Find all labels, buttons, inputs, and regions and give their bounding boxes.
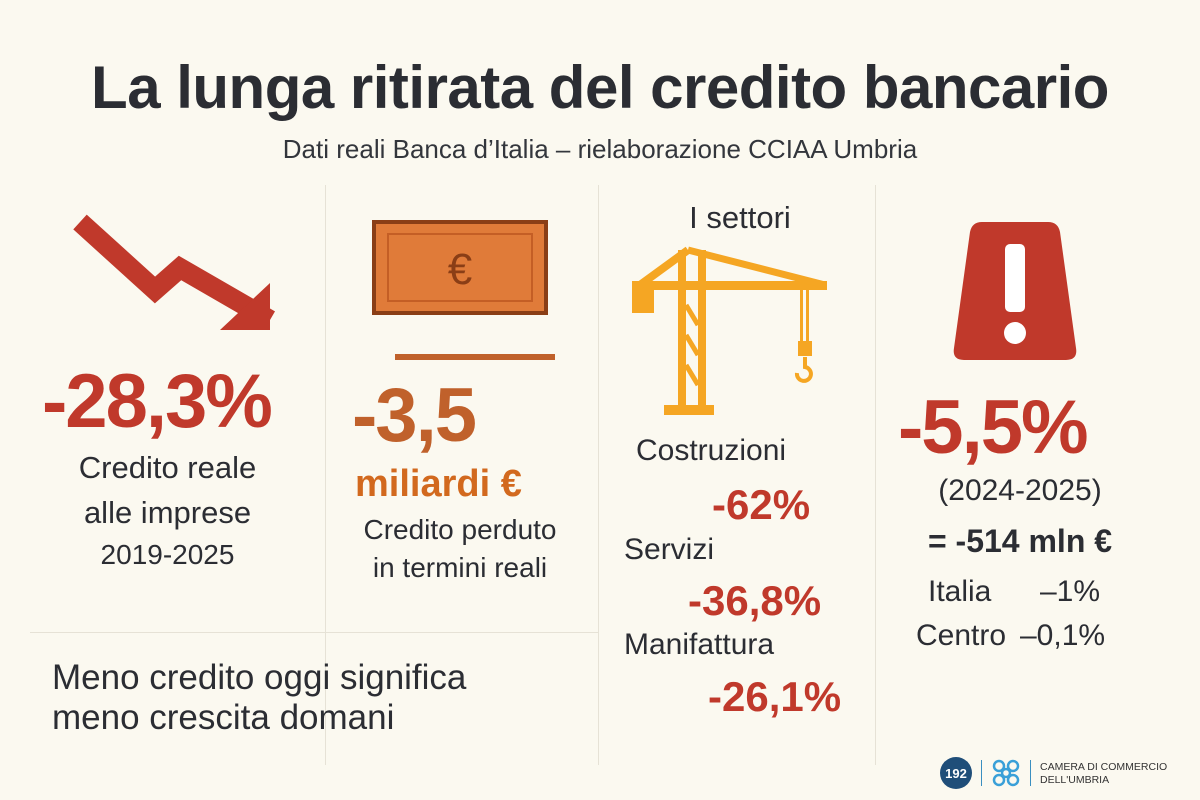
logo-divider xyxy=(981,760,982,786)
trend-down-arrow-icon xyxy=(73,214,276,330)
recent-amount: = -514 mln € xyxy=(927,523,1113,559)
credit-label-line2: alle imprese xyxy=(83,495,252,530)
svg-text:€: € xyxy=(448,245,472,294)
recent-period: (2024-2025) xyxy=(938,474,1102,507)
row-divider xyxy=(30,632,598,633)
sector-name-manufacturing: Manifattura xyxy=(624,628,775,661)
column-divider xyxy=(325,185,326,765)
credit-lost-line2: in termini reali xyxy=(372,552,548,583)
sectors-heading: I settori xyxy=(689,200,791,235)
conclusion-line2: meno crescita domani xyxy=(52,698,395,737)
logo-divider xyxy=(1030,760,1031,786)
page-subtitle: Dati reali Banca d’Italia – rielaborazio… xyxy=(282,134,918,164)
credit-label-line1: Credito reale xyxy=(78,450,257,485)
credit-decline-value: -28,3% xyxy=(42,359,273,444)
compare-value-italia: –1% xyxy=(1040,575,1101,608)
credit-lost-value: -3,5 xyxy=(352,373,477,458)
logo-text-line2: DELL'UMBRIA xyxy=(1040,774,1110,786)
compare-value-centro: –0,1% xyxy=(1020,619,1106,652)
credit-period: 2019-2025 xyxy=(100,539,235,570)
euro-banknote-icon: € xyxy=(372,220,548,315)
sector-name-services: Servizi xyxy=(624,533,715,566)
divider-bar xyxy=(395,354,555,360)
recent-decline-value: -5,5% xyxy=(898,385,1089,470)
logo-text-line1: CAMERA DI COMMERCIO xyxy=(1040,761,1168,773)
compare-label-italia: Italia xyxy=(928,575,992,608)
compare-label-centro: Centro xyxy=(916,619,1007,652)
column-divider xyxy=(875,185,876,765)
credit-lost-unit: miliardi € xyxy=(355,463,522,505)
sector-value-construction: -62% xyxy=(712,481,811,528)
sector-value-manufacturing: -26,1% xyxy=(708,673,842,720)
anniversary-badge: 192 xyxy=(940,757,972,789)
column-divider xyxy=(598,185,599,765)
sector-name-construction: Costruzioni xyxy=(636,434,787,467)
sector-value-services: -36,8% xyxy=(688,577,822,624)
credit-lost-line1: Credito perduto xyxy=(363,514,557,545)
page-title: La lunga ritirata del credito bancario xyxy=(91,54,1109,121)
chamber-of-commerce-logo-icon xyxy=(992,759,1020,787)
conclusion-line1: Meno credito oggi significa xyxy=(52,658,467,697)
warning-icon xyxy=(953,222,1077,360)
crane-icon xyxy=(632,246,827,415)
